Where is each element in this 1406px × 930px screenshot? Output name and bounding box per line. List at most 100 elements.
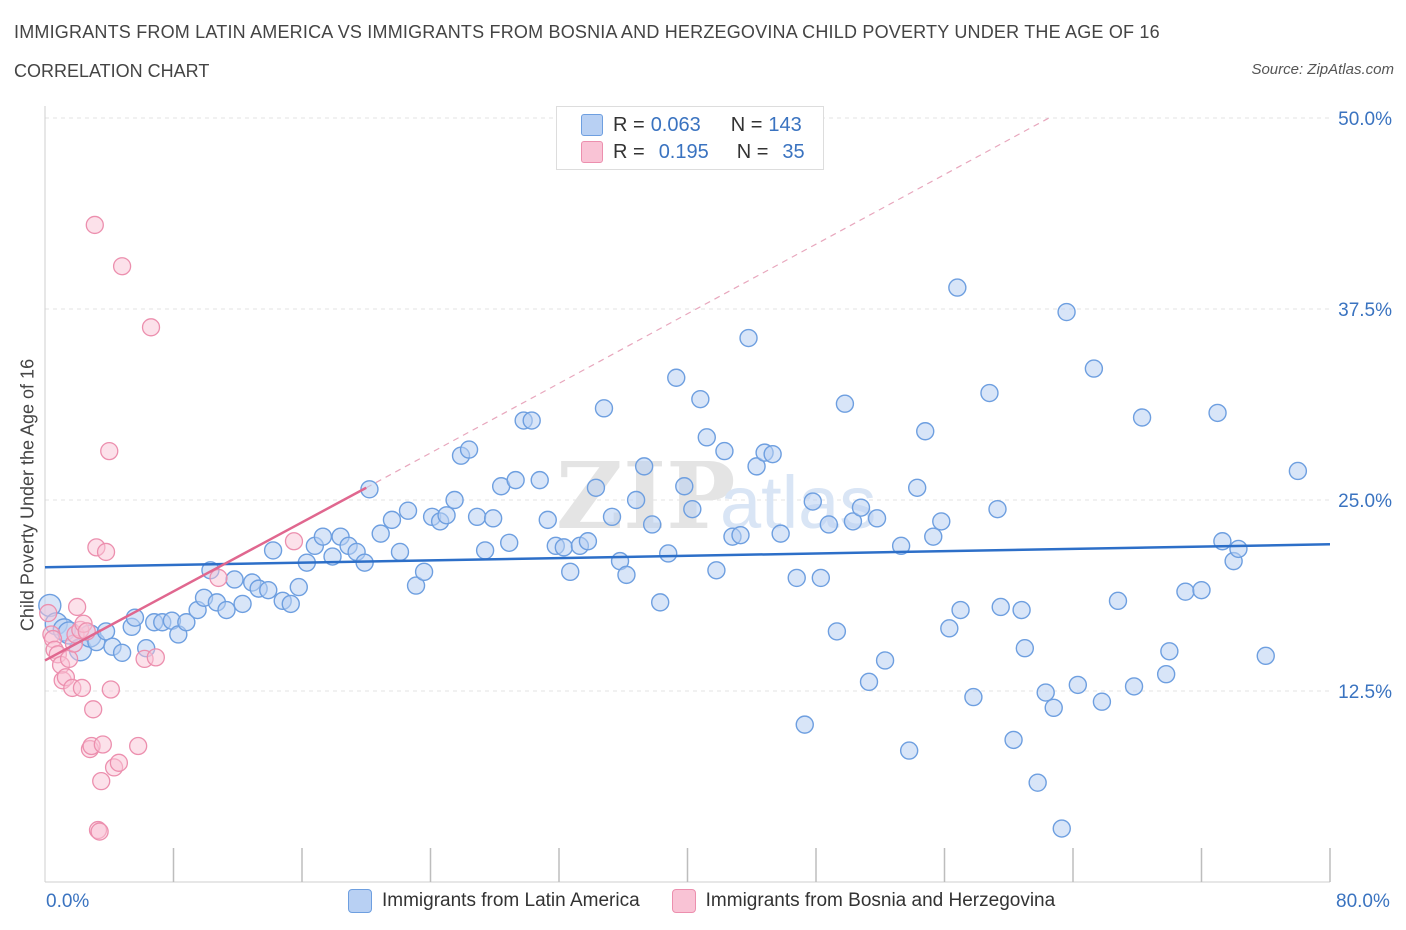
blue-point <box>445 490 464 510</box>
series-swatch-pink <box>671 889 696 913</box>
legend-row-latin-america: R = 0.063 N = 143 <box>581 112 802 138</box>
blue-point <box>500 533 519 552</box>
legend-row-bosnia: R = 0.195 N = 35 <box>581 139 805 165</box>
blue-point <box>437 506 456 525</box>
blue-point <box>475 541 495 560</box>
blue-point <box>763 444 782 464</box>
blue-point <box>594 399 614 418</box>
blue-point <box>1092 692 1112 711</box>
blue-point <box>675 477 694 496</box>
blue-point <box>177 613 196 632</box>
axes <box>44 106 1331 883</box>
legend-r-value: 0.195 <box>658 140 709 163</box>
watermark: ZIP atlas <box>556 442 876 550</box>
pink-point <box>112 257 132 276</box>
blue-point <box>907 478 927 497</box>
blue-point <box>1132 408 1152 427</box>
blue-point <box>398 501 418 520</box>
blue-point <box>795 715 814 734</box>
blue-point <box>281 594 300 614</box>
blue-point <box>980 383 999 403</box>
legend-r-label: R = <box>613 140 645 163</box>
blue-point <box>233 594 252 614</box>
y-tick-label: 37.5% <box>1338 300 1392 321</box>
blue-point <box>382 510 402 530</box>
blue-point <box>739 328 758 348</box>
blue-point <box>1028 773 1047 792</box>
blue-point <box>1176 582 1195 601</box>
stats-legend: R = 0.063 N = 143 R = 0.195 N = 35 <box>556 106 824 170</box>
series-name: Immigrants from Bosnia and Herzegovina <box>705 890 1056 911</box>
blue-point <box>707 561 726 580</box>
pink-trend-extension <box>365 117 1050 489</box>
blue-point <box>951 600 970 620</box>
blue-point <box>787 568 806 588</box>
blue-point <box>459 440 479 459</box>
blue-point <box>259 580 278 600</box>
blue-point <box>467 507 487 527</box>
trend-lines <box>44 486 1331 662</box>
blue-point <box>1057 302 1076 322</box>
legend-n-value: 143 <box>768 113 802 136</box>
blue-point <box>1004 730 1023 750</box>
pink-point <box>90 822 109 841</box>
legend-r-value: 0.063 <box>650 113 701 136</box>
blue-point <box>390 542 410 562</box>
chart-title: IMMIGRANTS FROM LATIN AMERICA VS IMMIGRA… <box>14 22 1160 42</box>
blue-point <box>1192 580 1211 600</box>
blue-point <box>1012 600 1031 620</box>
blue-point <box>371 524 390 543</box>
blue-point <box>867 509 887 528</box>
series-name: Immigrants from Latin America <box>382 890 640 911</box>
x-tick-max: 80.0% <box>1336 891 1390 912</box>
y-tick-labels: 12.5% 25.0% 37.5% 50.0% <box>1338 109 1392 703</box>
blue-point <box>948 278 967 297</box>
blue-point <box>683 499 702 519</box>
blue-point <box>932 512 951 531</box>
pink-point <box>109 753 129 772</box>
blue-point <box>1124 677 1144 696</box>
blue-point <box>1084 359 1104 378</box>
blue-point <box>851 498 871 517</box>
blue-point <box>217 600 236 620</box>
blue-point <box>1256 646 1275 666</box>
source-credit: Source: ZipAtlas.com <box>1251 61 1394 78</box>
x-tick-min: 0.0% <box>46 891 90 912</box>
pink-point <box>39 603 58 623</box>
blue-point <box>602 507 622 527</box>
blue-point <box>964 687 983 707</box>
pink-point <box>84 700 103 719</box>
blue-point <box>112 643 132 662</box>
pink-point <box>96 542 116 562</box>
blue-point <box>538 510 557 530</box>
y-tick-label: 50.0% <box>1338 109 1392 130</box>
blue-point <box>843 512 863 531</box>
blue-point <box>506 470 525 490</box>
legend-swatch-pink <box>581 141 603 163</box>
blue-point <box>1108 591 1128 611</box>
blue-point <box>626 490 646 510</box>
blue-point <box>1068 675 1088 695</box>
blue-point <box>988 499 1007 519</box>
pink-trend-line <box>44 486 367 662</box>
blue-point <box>483 509 503 528</box>
blue-point <box>650 593 670 612</box>
blue-point <box>803 492 822 511</box>
blue-point <box>1229 539 1248 559</box>
blue-point <box>771 524 790 543</box>
blue-point <box>225 570 244 589</box>
pink-point <box>93 735 112 754</box>
blue-point <box>916 422 935 441</box>
series-legend-bosnia: Immigrants from Bosnia and Herzegovina <box>671 889 1056 913</box>
blue-point <box>522 411 541 430</box>
blue-point <box>642 515 662 534</box>
blue-point <box>899 741 919 760</box>
pink-point <box>284 532 304 551</box>
series-legend-latin-america: Immigrants from Latin America <box>348 889 640 913</box>
blue-point <box>561 562 580 582</box>
pink-point <box>85 215 104 235</box>
pink-point <box>101 680 121 699</box>
blue-point <box>313 527 333 546</box>
pink-point <box>59 649 79 669</box>
